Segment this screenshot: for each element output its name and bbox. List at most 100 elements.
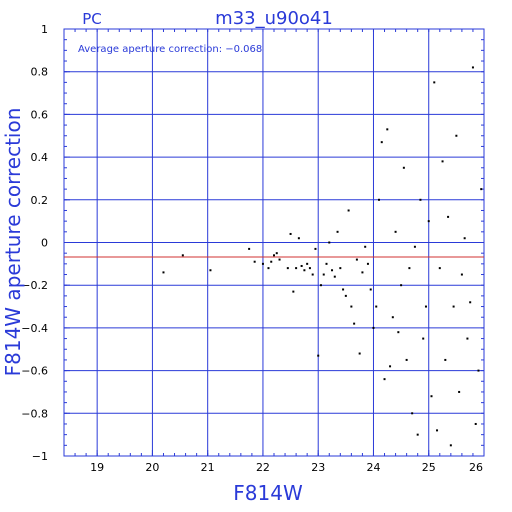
data-point [317,354,320,357]
data-point [383,378,386,381]
data-point [261,262,264,265]
data-point [394,230,397,233]
y-tick-label: −0.4 [21,322,48,335]
data-point [267,267,270,270]
data-point [181,254,184,257]
data-point [350,305,353,308]
data-point [427,220,430,223]
data-point [447,215,450,218]
data-point [162,271,165,274]
data-point [438,267,441,270]
data-point [292,290,295,293]
data-point [402,166,405,169]
y-tick-label: −1 [32,450,48,463]
chart-title: m33_u90o41 [215,8,333,29]
data-point [375,305,378,308]
data-point [353,322,356,325]
x-tick-label: 24 [366,461,380,474]
data-point [311,273,314,276]
data-point [441,160,444,163]
y-tick-label: 0.4 [31,151,49,164]
x-tick-label: 21 [201,461,215,474]
data-point [400,284,403,287]
axis-ticks [63,28,485,457]
data-point [339,267,342,270]
data-point [424,305,427,308]
data-point [275,252,278,255]
data-point [458,390,461,393]
y-tick-label: 0 [41,237,48,250]
data-point [433,81,436,84]
data-point [286,267,289,270]
data-point [358,352,361,355]
data-point [342,288,345,291]
x-axis-label: F814W [233,481,303,505]
x-tick-label: 22 [256,461,270,474]
data-point [300,264,303,267]
data-point [463,237,466,240]
data-point [411,412,414,415]
data-point [455,134,458,137]
data-point [314,247,317,250]
data-point [289,232,292,235]
y-tick-label: 0.8 [31,66,49,79]
data-point [469,301,472,304]
data-point [364,245,367,248]
data-point [422,337,425,340]
y-tick-label: 0.2 [31,194,49,207]
data-point [477,369,480,372]
x-tick-label: 19 [90,461,104,474]
data-point [270,260,273,263]
data-point [273,254,275,257]
x-tick-label: 20 [145,461,159,474]
data-point [413,245,416,248]
y-tick-label: −0.6 [21,365,48,378]
data-point [378,198,380,201]
data-point [336,230,339,233]
x-tick-label: 25 [422,461,436,474]
y-tick-label: 1 [41,23,48,36]
data-point [278,258,281,261]
data-point [416,433,419,436]
data-point [405,358,408,361]
data-point [449,444,452,447]
data-point [308,267,311,270]
data-point [248,247,251,250]
data-point [391,316,394,319]
data-point [333,275,336,278]
data-point [471,66,474,69]
data-point [344,294,347,297]
y-tick-label: 0.6 [31,108,49,121]
data-point [408,267,411,270]
data-point [253,260,256,263]
data-point [322,273,325,276]
data-point [355,258,358,261]
x-tick-label: 23 [311,461,325,474]
data-point [389,365,392,368]
data-point [297,237,300,240]
data-point [209,269,212,272]
data-point [436,429,439,432]
x-tick-label: 26 [469,461,483,474]
data-point [419,198,422,201]
y-tick-label: −0.8 [21,407,48,420]
data-point [397,331,400,334]
data-point [386,128,389,131]
data-point [325,262,328,265]
y-axis-label: F814W aperture correction [1,108,25,377]
y-tick-label: −0.2 [21,279,48,292]
data-point [331,269,334,272]
data-point [306,262,309,265]
data-point [328,241,331,244]
data-point [369,288,372,291]
data-point [430,395,433,398]
data-point [372,326,375,329]
annotation: Average aperture correction: −0.068 [78,44,262,55]
data-point [480,188,483,191]
data-point [303,269,306,272]
data-point [452,305,455,308]
data-point [361,271,364,274]
data-point [347,209,350,212]
corner-label: PC [82,10,102,28]
data-point [295,267,298,270]
